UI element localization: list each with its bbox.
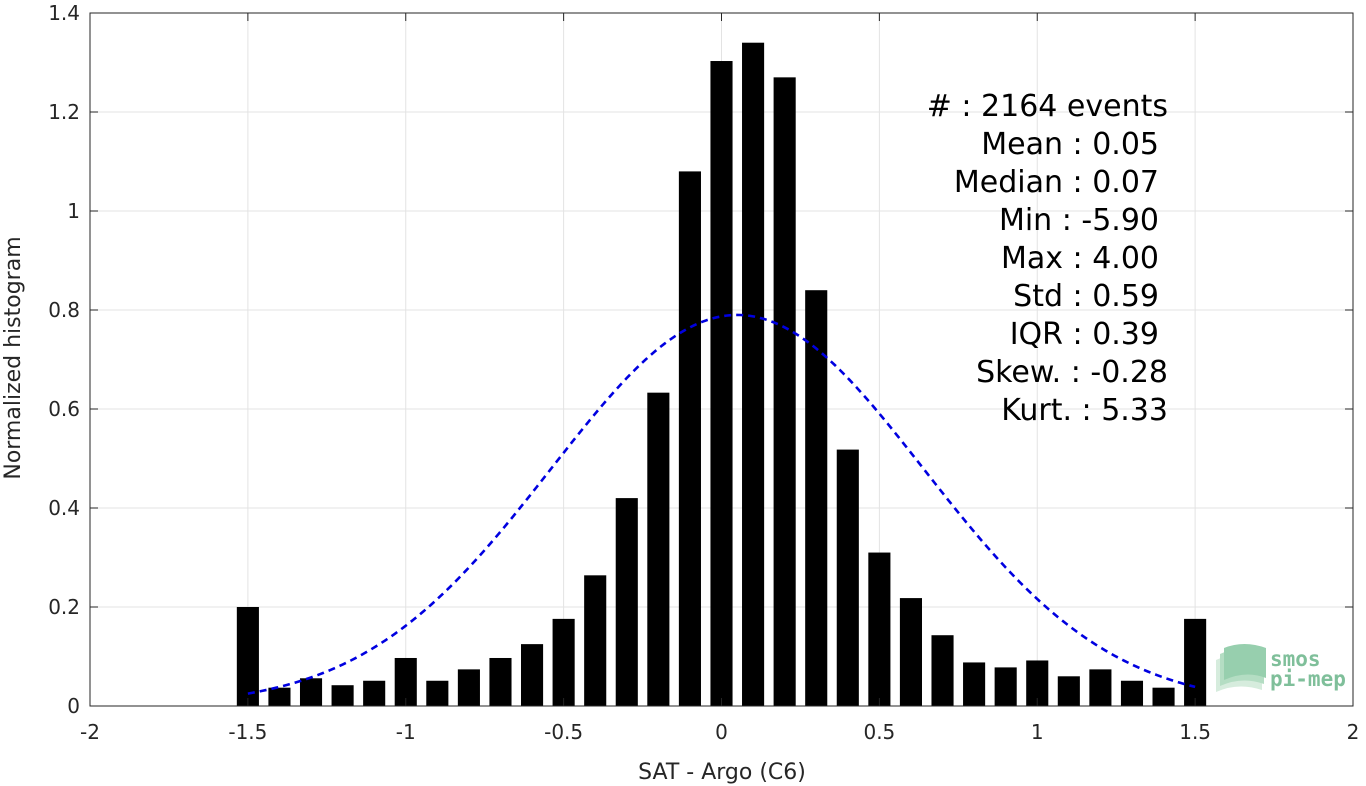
histogram-bar — [584, 575, 607, 706]
histogram-bar — [615, 498, 638, 706]
x-tick-labels: -2 -1.5 -1 -0.5 0 0.5 1 1.5 2 — [80, 720, 1359, 744]
y-tick-labels: 0 0.2 0.4 0.6 0.8 1 1.2 1.4 — [48, 1, 80, 718]
x-tick-label: 0 — [715, 720, 728, 744]
x-tick-label: 2 — [1347, 720, 1360, 744]
histogram-bar — [457, 669, 480, 706]
histogram-bar — [899, 598, 923, 706]
stat-std: Std : 0.59 — [1013, 279, 1159, 314]
stat-events: # : 2164 events — [927, 89, 1168, 124]
x-tick-label: 1 — [1031, 720, 1044, 744]
gaussian-fit-curve — [247, 313, 1196, 695]
statistics-annotation: # : 2164 events Mean : 0.05 Median : 0.0… — [927, 89, 1168, 428]
histogram-bar — [520, 644, 544, 706]
histogram-bar — [868, 552, 891, 706]
histogram-bar — [331, 685, 354, 706]
x-tick-label: 0.5 — [863, 720, 895, 744]
y-tick-label: 1.4 — [48, 1, 80, 25]
histogram-bar — [994, 667, 1017, 706]
y-tick-label: 1.2 — [48, 100, 80, 124]
smos-pi-mep-logo: smos pi-mep — [1216, 644, 1346, 692]
stat-min: Min : -5.90 — [999, 203, 1159, 238]
histogram-bar — [426, 680, 449, 706]
stat-median: Median : 0.07 — [954, 165, 1159, 200]
y-axis-label: Normalized histogram — [1, 236, 26, 479]
histogram-bar — [552, 618, 575, 706]
y-tick-label: 0.8 — [48, 298, 80, 322]
histogram-bar — [1120, 680, 1144, 706]
x-tick-label: -1.5 — [228, 720, 267, 744]
histogram-bar — [1184, 618, 1207, 706]
stat-kurtosis: Kurt. : 5.33 — [1001, 393, 1168, 428]
histogram-bar — [963, 662, 986, 706]
axis-ticks — [89, 12, 1354, 707]
histogram-bar — [805, 290, 828, 706]
y-tick-label: 0.4 — [48, 496, 80, 520]
y-tick-label: 0.6 — [48, 397, 80, 421]
histogram-bars — [236, 42, 1207, 707]
stat-max: Max : 4.00 — [1001, 241, 1159, 276]
histogram-bar — [489, 657, 512, 706]
logo-text-smos: smos — [1270, 647, 1321, 671]
y-tick-label: 0 — [67, 694, 80, 718]
stat-mean: Mean : 0.05 — [981, 127, 1159, 162]
y-tick-label: 1 — [67, 199, 80, 223]
logo-text-pi-mep: pi-mep — [1270, 667, 1346, 691]
histogram-bar — [1057, 676, 1080, 706]
stat-iqr: IQR : 0.39 — [1010, 317, 1159, 352]
histogram-bar — [678, 171, 701, 706]
x-tick-label: -2 — [80, 720, 100, 744]
histogram-bar — [647, 392, 670, 706]
x-tick-label: -0.5 — [544, 720, 583, 744]
histogram-bar — [931, 635, 954, 706]
histogram-bar — [710, 61, 733, 706]
histogram-bar — [1026, 660, 1049, 706]
stat-skewness: Skew. : -0.28 — [976, 355, 1168, 390]
histogram-bar — [394, 657, 417, 706]
histogram-bar — [742, 42, 765, 706]
histogram-bar — [1152, 687, 1175, 706]
histogram-bar — [363, 680, 386, 706]
histogram-bar — [773, 77, 796, 707]
histogram-bar — [1089, 669, 1112, 706]
x-axis-label: SAT - Argo (C6) — [638, 760, 806, 785]
histogram-bar — [236, 607, 259, 706]
histogram-bar — [299, 678, 323, 706]
y-tick-label: 0.2 — [48, 595, 80, 619]
logo-wave-icon — [1216, 644, 1266, 692]
x-tick-label: -1 — [396, 720, 416, 744]
histogram-bar — [268, 687, 291, 706]
x-tick-label: 1.5 — [1179, 720, 1211, 744]
histogram-bar — [836, 449, 859, 706]
